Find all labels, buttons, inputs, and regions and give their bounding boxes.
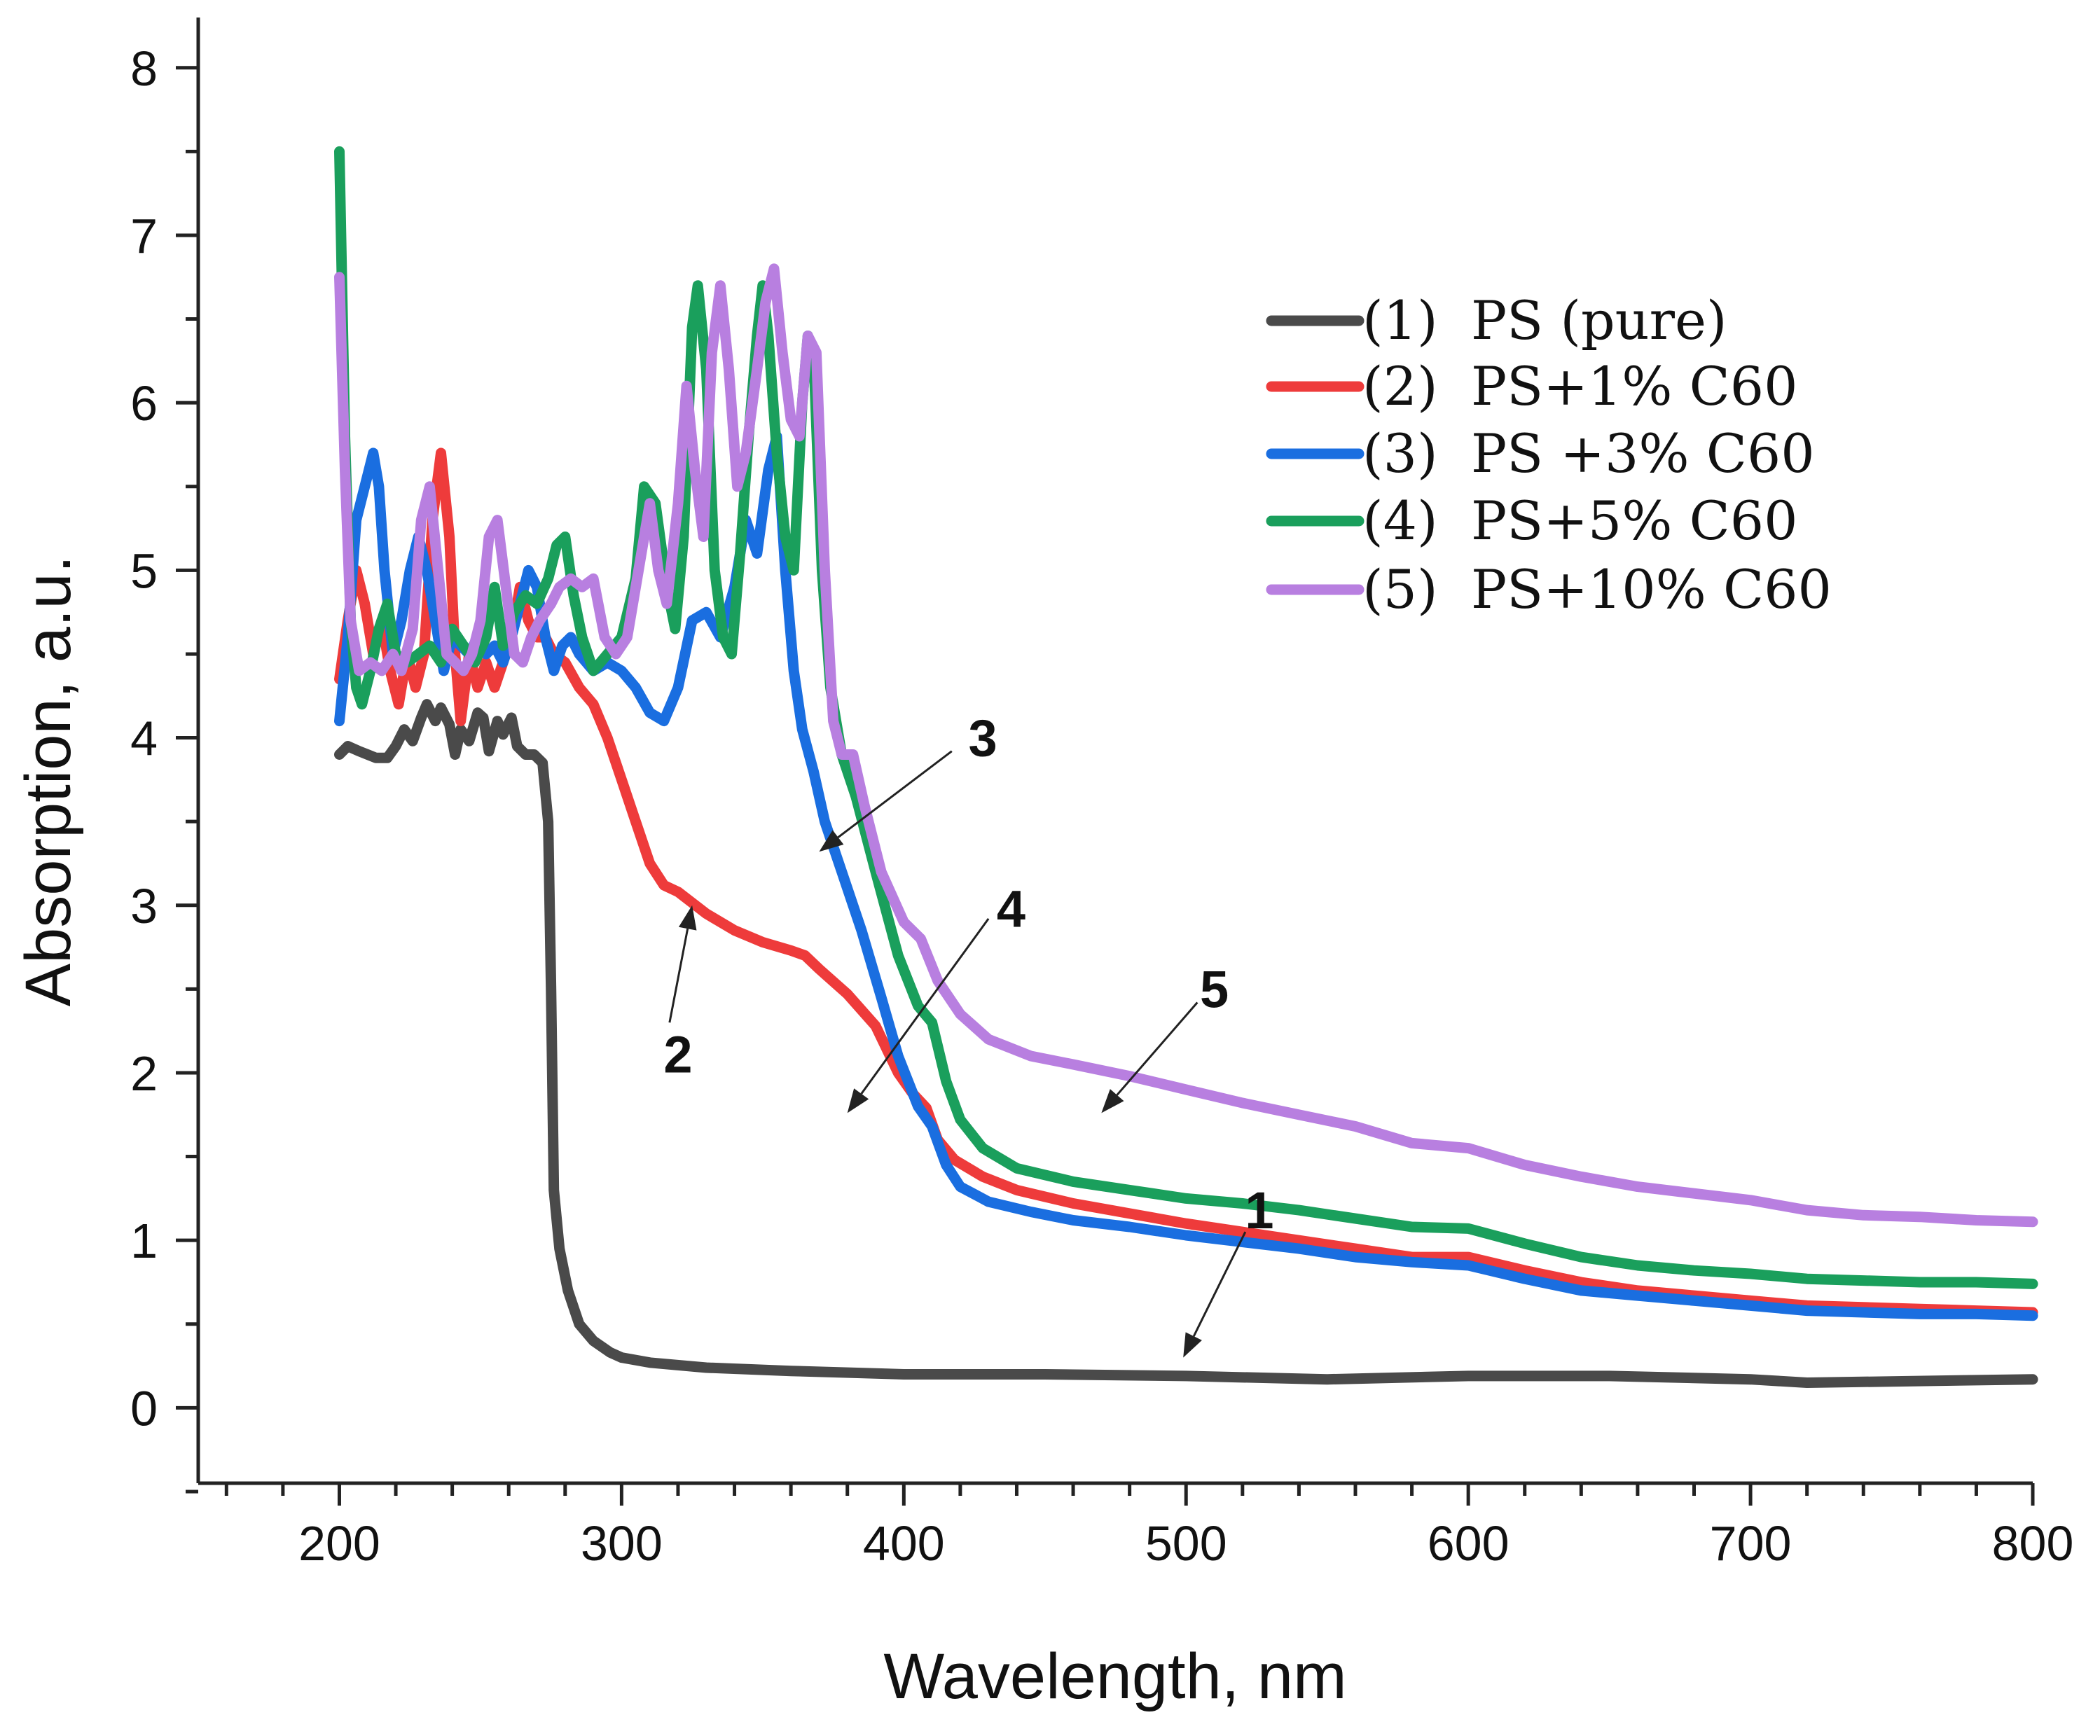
- annotation-label: 1: [1245, 1181, 1273, 1239]
- arrowhead-icon: [819, 830, 844, 852]
- annotation-arrow: [1116, 1001, 1198, 1096]
- y-tick-label: 6: [130, 376, 158, 431]
- legend-label: PS+1% C60: [1471, 355, 1797, 417]
- legend-label: PS (pure): [1471, 289, 1727, 352]
- x-tick-label: 600: [1428, 1516, 1510, 1571]
- y-tick-label: 8: [130, 41, 158, 96]
- annotation-arrow: [1192, 1231, 1247, 1337]
- legend-number: (4): [1362, 489, 1438, 552]
- arrowhead-icon: [1183, 1332, 1202, 1358]
- x-axis-title: Wavelength, nm: [883, 1641, 1346, 1712]
- x-ticks: [224, 1483, 2035, 1506]
- series-line-4: [334, 146, 2038, 1289]
- annotation-3: 3: [819, 709, 997, 852]
- arrowhead-icon: [847, 1088, 869, 1113]
- annotation-arrow: [860, 918, 990, 1095]
- legend-item-1: (1) PS (pure): [1266, 289, 1727, 352]
- annotation-5: 5: [1101, 960, 1229, 1113]
- arrowhead-icon: [678, 905, 697, 931]
- y-tick-label: 0: [130, 1381, 158, 1436]
- y-tick-label: 3: [130, 879, 158, 933]
- y-ticks: [176, 66, 198, 1494]
- legend: (1) PS (pure) (2) PS+1% C60 (3) PS +3% C…: [1266, 289, 1832, 620]
- x-tick-label: 300: [581, 1516, 663, 1571]
- y-tick-label: 5: [130, 543, 158, 598]
- legend-item-2: (2) PS+1% C60: [1266, 355, 1797, 417]
- annotation-label: 4: [997, 880, 1025, 938]
- annotation-arrow: [668, 928, 689, 1023]
- axes: 200 300 400 500 600 700 800 0 1 2 3 4 5 …: [13, 18, 2073, 1712]
- annotation-2: 2: [663, 905, 697, 1084]
- y-axis-title: Absorption, a.u.: [13, 555, 84, 1006]
- x-tick-label: 200: [298, 1516, 380, 1571]
- y-tick-labels: 0 1 2 3 4 5 6 7 8: [130, 41, 158, 1436]
- x-tick-label: 700: [1710, 1516, 1792, 1571]
- annotation-label: 5: [1200, 960, 1229, 1018]
- annotation-1: 1: [1183, 1181, 1274, 1358]
- annotation-arrow: [837, 750, 953, 838]
- y-tick-label: 4: [130, 711, 158, 766]
- legend-item-3: (3) PS +3% C60: [1266, 422, 1815, 485]
- legend-label: PS+10% C60: [1471, 558, 1832, 620]
- series-layer: [334, 146, 2038, 1388]
- legend-label: PS+5% C60: [1471, 489, 1797, 552]
- annotations: 1 2 3 4 5: [663, 709, 1274, 1358]
- arrowhead-icon: [1101, 1089, 1124, 1113]
- x-tick-labels: 200 300 400 500 600 700 800: [298, 1516, 2073, 1571]
- legend-item-4: (4) PS+5% C60: [1266, 489, 1797, 552]
- annotation-4: 4: [847, 880, 1025, 1113]
- annotation-label: 3: [969, 709, 997, 768]
- legend-number: (5): [1362, 558, 1438, 620]
- legend-number: (2): [1362, 355, 1438, 417]
- legend-number: (1): [1362, 289, 1438, 352]
- series-line-1: [334, 699, 2038, 1388]
- x-tick-label: 800: [1992, 1516, 2074, 1571]
- legend-item-5: (5) PS+10% C60: [1266, 558, 1832, 620]
- plot-area: [334, 146, 2038, 1388]
- y-tick-label: 1: [130, 1214, 158, 1268]
- annotation-label: 2: [663, 1026, 692, 1084]
- series-line-5: [334, 263, 2038, 1228]
- legend-label: PS +3% C60: [1471, 422, 1815, 485]
- x-tick-label: 500: [1145, 1516, 1227, 1571]
- y-tick-label: 7: [130, 209, 158, 263]
- y-tick-label: 2: [130, 1046, 158, 1101]
- x-tick-label: 400: [863, 1516, 945, 1571]
- legend-number: (3): [1362, 422, 1438, 485]
